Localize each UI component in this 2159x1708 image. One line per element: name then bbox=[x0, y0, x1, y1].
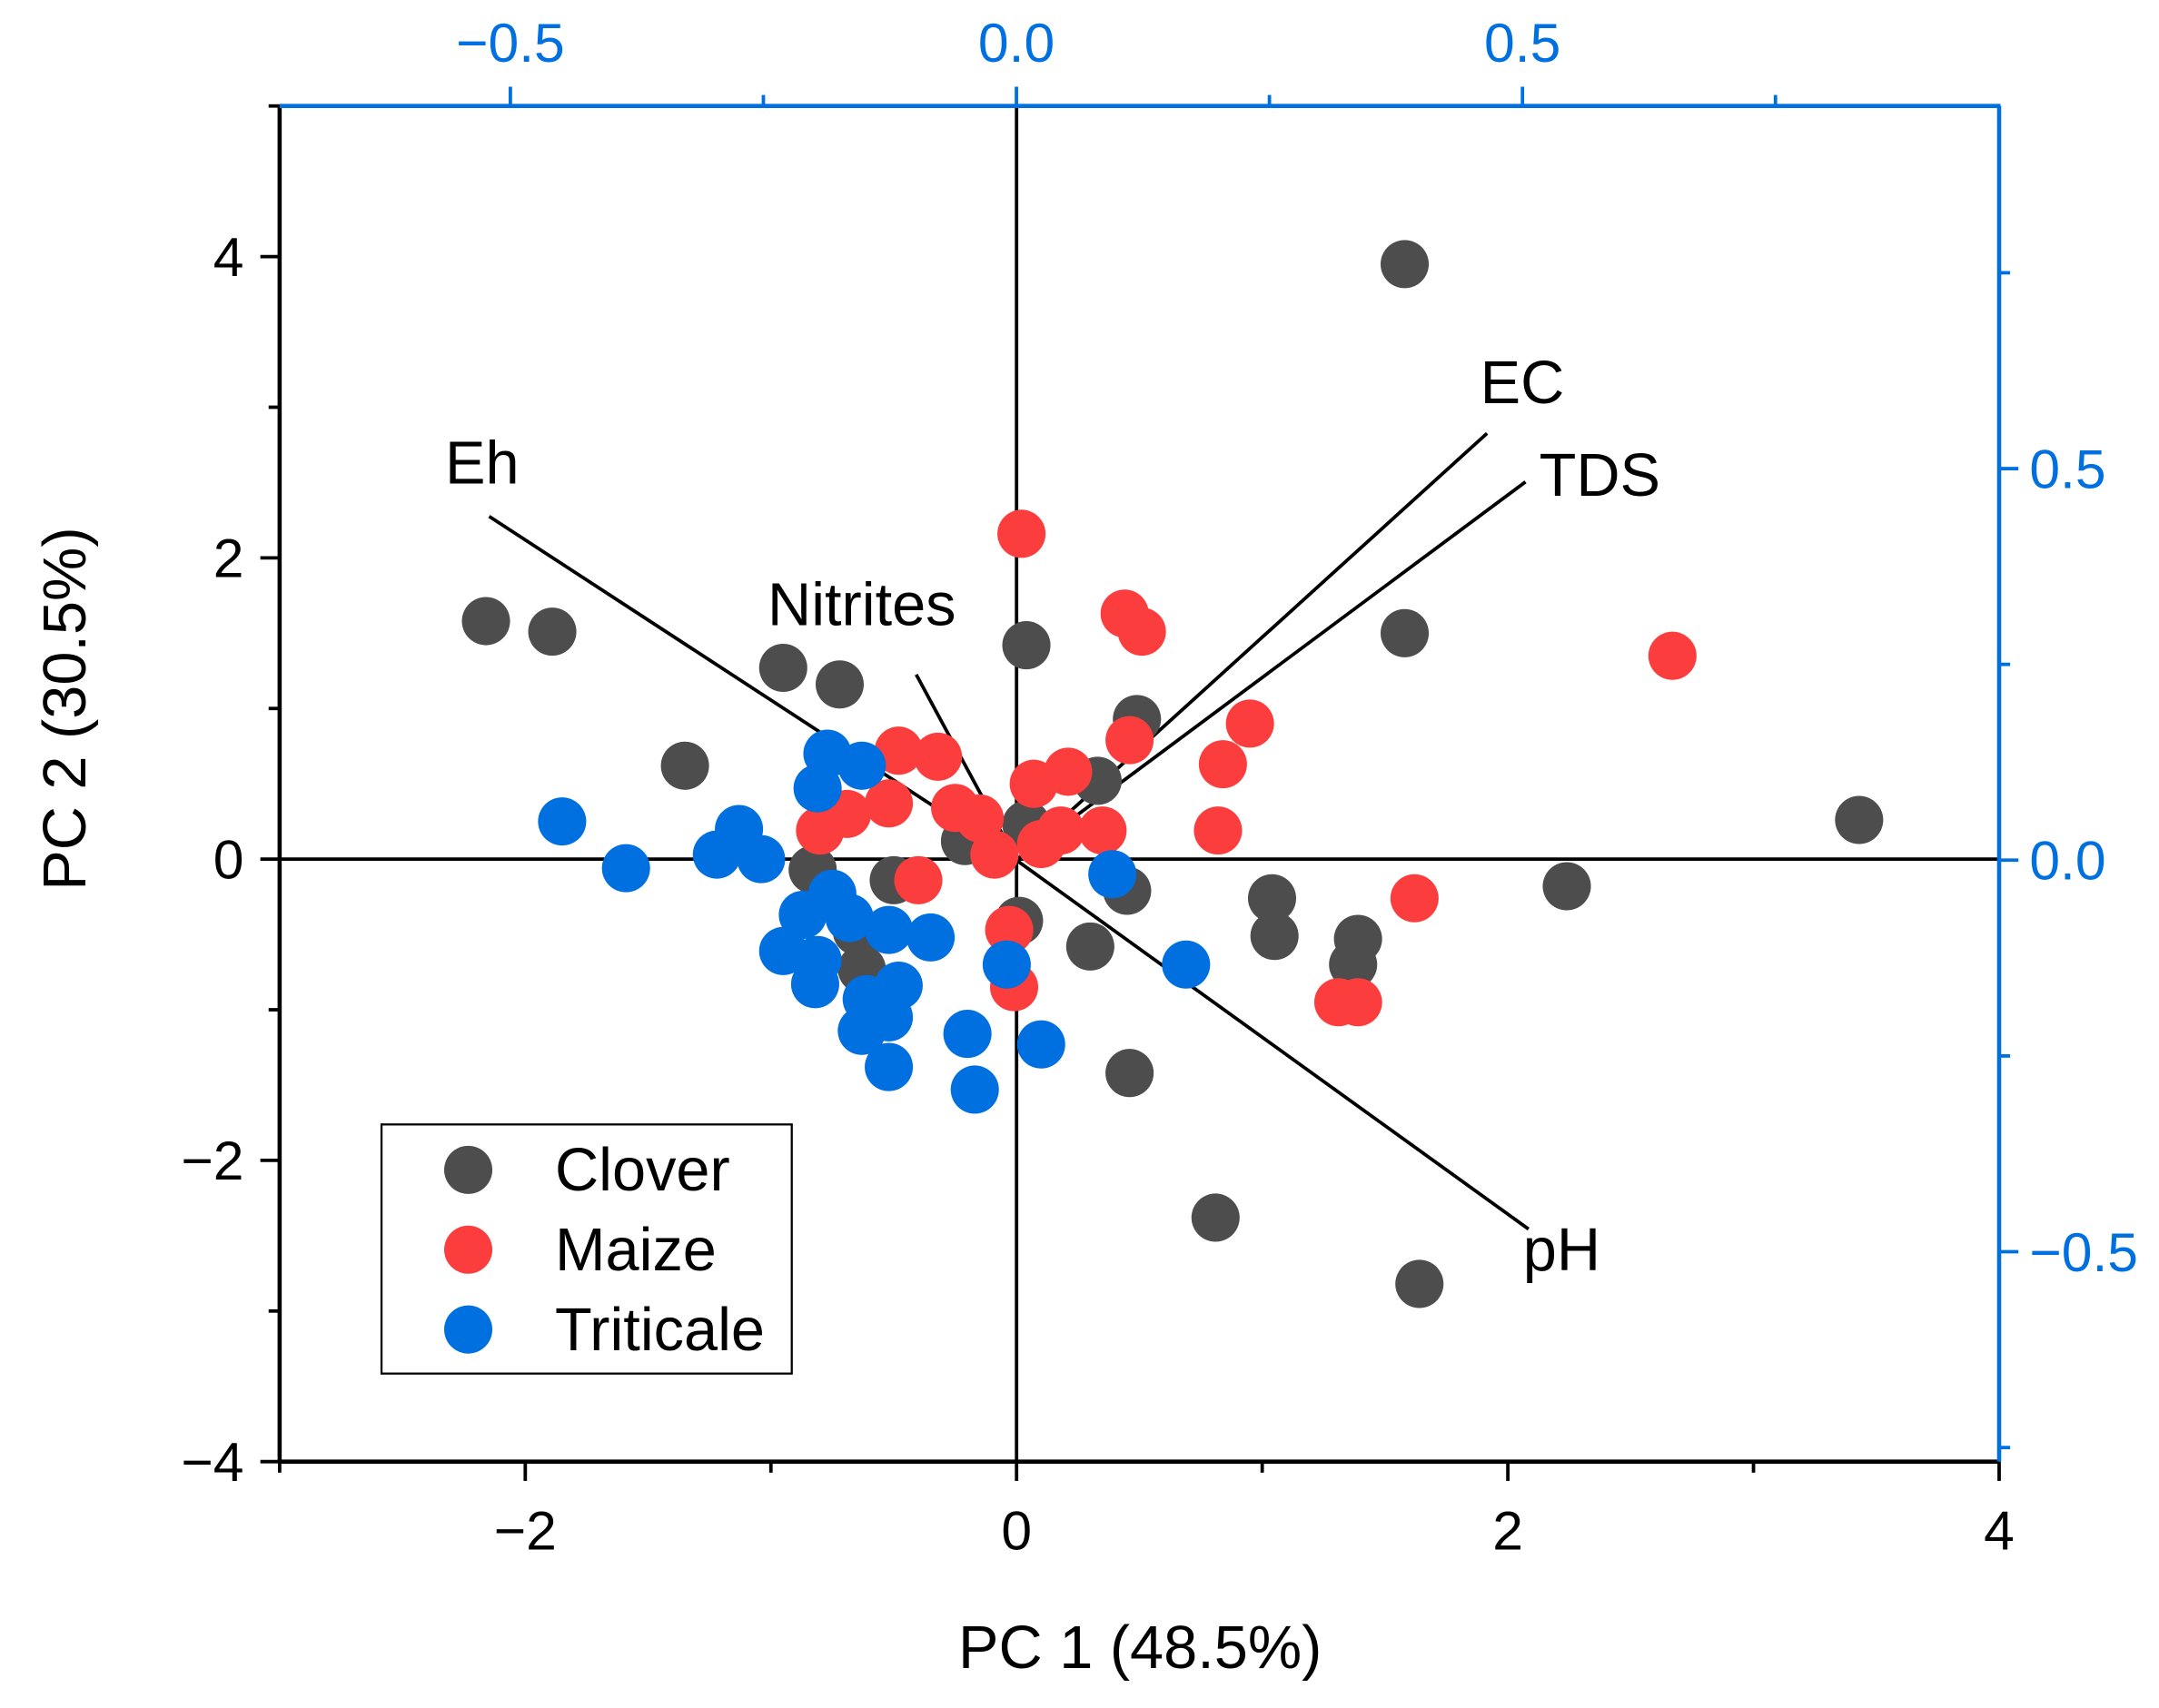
point-triticale bbox=[778, 890, 827, 940]
point-triticale bbox=[793, 764, 842, 813]
axes: −2 0 2 4 −4 −2 0 2 4 −0.5 0.0 0.5 −0.5 0.0 0.5 bbox=[181, 12, 2138, 1561]
point-clover bbox=[1002, 621, 1051, 670]
point-maize bbox=[865, 779, 914, 828]
point-triticale bbox=[837, 741, 886, 790]
point-maize bbox=[970, 830, 1019, 879]
point-clover bbox=[1250, 912, 1299, 961]
loading-label-ph: pH bbox=[1523, 1217, 1600, 1284]
point-maize bbox=[1333, 978, 1382, 1027]
point-clover bbox=[758, 643, 807, 692]
legend-marker-clover bbox=[443, 1145, 493, 1194]
loading-label-eh: Eh bbox=[445, 429, 520, 497]
point-clover bbox=[1380, 240, 1430, 289]
point-maize bbox=[985, 905, 1034, 954]
point-maize bbox=[1198, 740, 1247, 789]
right-tick-label: 0.0 bbox=[2029, 830, 2105, 892]
point-triticale bbox=[982, 940, 1031, 989]
y-tick-label: 4 bbox=[213, 226, 244, 288]
point-triticale bbox=[692, 830, 741, 879]
point-maize bbox=[1390, 874, 1439, 923]
point-clover bbox=[1329, 940, 1378, 989]
loading-label-tds: TDS bbox=[1540, 442, 1660, 509]
point-clover bbox=[1395, 1259, 1444, 1308]
legend-label-triticale: Triticale bbox=[555, 1297, 765, 1364]
x-tick-label: −2 bbox=[494, 1500, 557, 1562]
point-triticale bbox=[1016, 1020, 1065, 1069]
point-clover bbox=[1105, 1049, 1154, 1098]
x-tick-label: 4 bbox=[1984, 1500, 2015, 1562]
point-maize bbox=[894, 855, 943, 904]
y-axis-label: PC 2 (30.5%) bbox=[32, 527, 99, 890]
y-tick-label: 2 bbox=[213, 528, 244, 589]
x-tick-label: 2 bbox=[1492, 1500, 1523, 1562]
legend: Clover Maize Triticale bbox=[380, 1123, 793, 1375]
point-maize bbox=[1016, 820, 1065, 869]
point-triticale bbox=[538, 797, 587, 846]
legend-label-clover: Clover bbox=[555, 1137, 730, 1204]
point-maize bbox=[874, 726, 923, 775]
loading-label-ec: EC bbox=[1481, 350, 1565, 417]
right-tick-label: −0.5 bbox=[2029, 1221, 2138, 1283]
top-tick-label: −0.5 bbox=[456, 12, 565, 74]
point-maize bbox=[1225, 699, 1274, 748]
point-maize bbox=[1105, 716, 1154, 765]
point-maize bbox=[1117, 607, 1166, 657]
legend-label-maize: Maize bbox=[555, 1217, 717, 1284]
top-tick-label: 0.0 bbox=[978, 12, 1055, 74]
point-maize bbox=[1648, 631, 1697, 680]
y-tick-label: −2 bbox=[181, 1130, 243, 1191]
point-triticale bbox=[943, 1010, 992, 1059]
top-tick-label: 0.5 bbox=[1484, 12, 1560, 74]
point-triticale bbox=[601, 844, 650, 893]
point-clover bbox=[1065, 922, 1114, 971]
point-triticale bbox=[790, 960, 839, 1009]
point-triticale bbox=[1162, 940, 1211, 989]
right-tick-label: 0.5 bbox=[2029, 438, 2105, 499]
point-clover bbox=[461, 597, 510, 646]
y-tick-label: 0 bbox=[213, 828, 244, 890]
point-triticale bbox=[837, 1006, 886, 1055]
point-clover bbox=[660, 741, 709, 790]
point-maize bbox=[914, 732, 963, 781]
point-clover bbox=[1380, 608, 1430, 657]
point-clover bbox=[1835, 795, 1884, 844]
legend-marker-maize bbox=[443, 1225, 493, 1274]
point-maize bbox=[956, 794, 1005, 843]
legend-marker-triticale bbox=[443, 1305, 493, 1354]
point-triticale bbox=[737, 834, 786, 884]
x-axis-label: PC 1 (48.5%) bbox=[958, 1614, 1322, 1682]
point-triticale bbox=[825, 893, 874, 943]
loading-vector-ph bbox=[1015, 858, 1530, 1231]
point-triticale bbox=[906, 913, 956, 962]
point-clover bbox=[1247, 874, 1296, 923]
point-clover bbox=[1542, 862, 1591, 911]
point-clover bbox=[815, 660, 865, 709]
data-points bbox=[461, 240, 1884, 1308]
point-triticale bbox=[865, 1042, 914, 1091]
point-maize bbox=[997, 509, 1046, 558]
loading-vector-eh bbox=[488, 515, 1018, 862]
point-triticale bbox=[950, 1065, 999, 1114]
point-clover bbox=[528, 607, 577, 657]
point-maize bbox=[1078, 806, 1127, 855]
y-tick-label: −4 bbox=[181, 1431, 243, 1493]
point-maize bbox=[1044, 747, 1093, 796]
point-triticale bbox=[865, 905, 914, 954]
point-triticale bbox=[1088, 850, 1137, 899]
point-clover bbox=[1191, 1193, 1240, 1242]
loading-label-nitrites: Nitrites bbox=[768, 571, 956, 638]
x-tick-label: 0 bbox=[1001, 1500, 1032, 1562]
point-maize bbox=[1193, 806, 1243, 855]
